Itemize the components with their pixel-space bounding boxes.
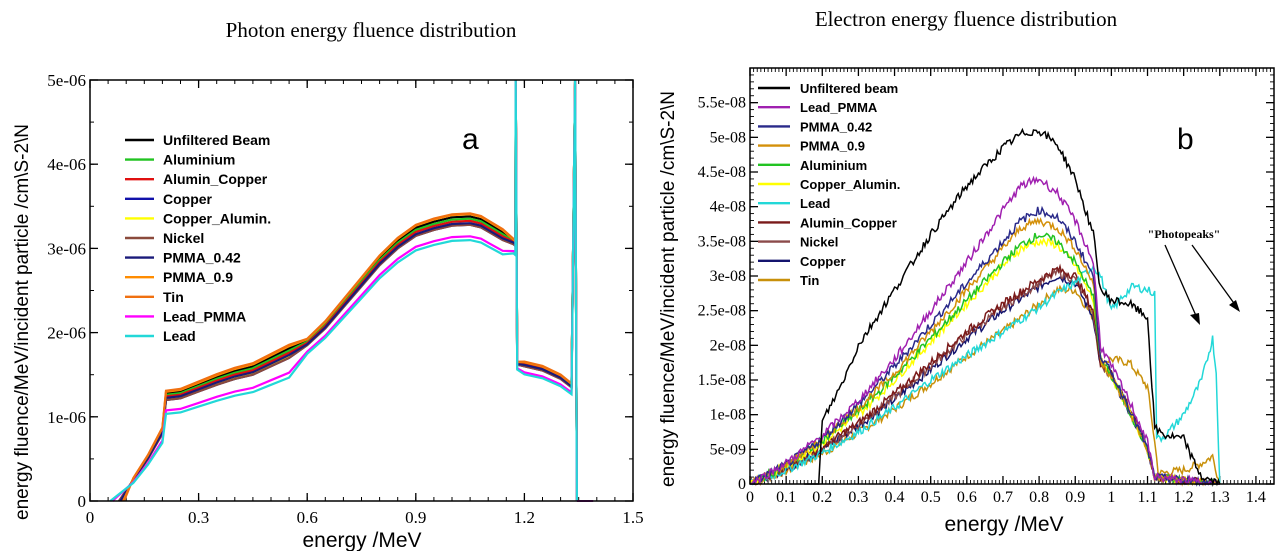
photopeaks-annotation: "Photopeaks" xyxy=(1148,227,1240,325)
legend-label: Alumin_Copper xyxy=(163,171,268,187)
x-tick-label: 1.3 xyxy=(1210,489,1230,506)
x-axis-label: energy /MeV xyxy=(302,529,421,551)
y-tick-label: 0 xyxy=(738,476,746,493)
x-tick-label: 0.9 xyxy=(1065,489,1085,506)
legend-label: Copper xyxy=(163,191,213,207)
y-tick-label: 5e-06 xyxy=(47,71,86,90)
y-tick-label: 3.5e-08 xyxy=(698,233,746,250)
x-tick-label: 1.1 xyxy=(1138,489,1158,506)
x-tick-label: 0.4 xyxy=(885,489,905,506)
legend-label: Lead xyxy=(163,328,196,344)
annotation-text: "Photopeaks" xyxy=(1148,227,1221,241)
legend-label: Nickel xyxy=(163,230,204,246)
annotation-arrow xyxy=(1192,245,1236,306)
chart-title: Photon energy fluence distribution xyxy=(226,18,517,42)
legend-label: PMMA_0.42 xyxy=(800,119,872,134)
x-tick-label: 0.9 xyxy=(405,508,426,527)
y-tick-label: 2e-08 xyxy=(710,337,746,354)
x-tick-label: 0 xyxy=(746,489,754,506)
y-tick-label: 1e-06 xyxy=(47,408,86,427)
panel-letter: a xyxy=(462,123,479,156)
y-axis-label: energy fluence/MeV/incident particle /cm… xyxy=(12,124,33,520)
legend-label: PMMA_0.9 xyxy=(163,269,233,285)
panel-letter: b xyxy=(1177,123,1194,156)
y-tick-label: 2.5e-08 xyxy=(698,303,746,320)
legend-label: Nickel xyxy=(800,235,838,250)
y-axis-label: energy fluence/MeV/incident particle /cm… xyxy=(658,91,679,487)
electron-chart: Electron energy fluence distribution ene… xyxy=(658,7,1274,536)
y-tick-label: 3e-08 xyxy=(710,268,746,285)
arrowhead xyxy=(1190,313,1200,325)
x-tick-label: 1.2 xyxy=(1174,489,1194,506)
photon-chart: Photon energy fluence distribution energ… xyxy=(12,18,644,551)
arrowhead xyxy=(1229,300,1240,312)
y-tick-label: 2e-06 xyxy=(47,324,86,343)
x-tick-label: 1.4 xyxy=(1246,489,1266,506)
y-tick-label: 1e-08 xyxy=(710,407,746,424)
legend-label: Alumin_Copper xyxy=(800,215,897,230)
y-tick-label: 5e-08 xyxy=(710,129,746,146)
legend-label: Aluminium xyxy=(163,152,235,168)
y-tick-label: 4.5e-08 xyxy=(698,164,746,181)
x-tick-label: 0.5 xyxy=(921,489,941,506)
legend-label: PMMA_0.9 xyxy=(800,139,865,154)
legend-label: PMMA_0.42 xyxy=(163,250,241,266)
legend-label: Tin xyxy=(800,273,819,288)
x-tick-label: 0.7 xyxy=(993,489,1013,506)
x-tick-label: 0.6 xyxy=(957,489,977,506)
x-tick-label: 1.2 xyxy=(514,508,535,527)
legend-label: Copper xyxy=(800,254,846,269)
annotation-arrow xyxy=(1165,245,1197,318)
chart-title: Electron energy fluence distribution xyxy=(815,7,1118,31)
x-tick-label: 0.2 xyxy=(812,489,832,506)
x-tick-label: 0.3 xyxy=(848,489,868,506)
x-tick-label: 0.1 xyxy=(776,489,796,506)
x-tick-label: 1 xyxy=(1107,489,1115,506)
y-tick-label: 5e-09 xyxy=(710,441,746,458)
legend-label: Lead xyxy=(800,196,830,211)
y-tick-label: 3e-06 xyxy=(47,239,86,258)
y-tick-label: 4e-08 xyxy=(710,199,746,216)
legend-label: Copper_Alumin. xyxy=(163,210,271,226)
legend-label: Unfiltered Beam xyxy=(163,132,270,148)
legend-label: Aluminium xyxy=(800,158,867,173)
legend-label: Unfiltered beam xyxy=(800,81,898,96)
x-tick-label: 1.5 xyxy=(622,508,643,527)
legend-label: Tin xyxy=(163,289,184,305)
legend-label: Copper_Alumin. xyxy=(800,177,900,192)
legend-label: Lead_PMMA xyxy=(163,308,246,324)
x-tick-label: 0.8 xyxy=(1029,489,1049,506)
y-tick-label: 5.5e-08 xyxy=(698,95,746,112)
x-tick-label: 0.6 xyxy=(297,508,318,527)
y-tick-label: 1.5e-08 xyxy=(698,372,746,389)
x-tick-label: 0 xyxy=(86,508,95,527)
y-tick-label: 4e-06 xyxy=(47,155,86,174)
x-tick-label: 0.3 xyxy=(188,508,209,527)
legend-label: Lead_PMMA xyxy=(800,100,878,115)
y-tick-label: 0 xyxy=(78,492,87,511)
x-axis-label: energy /MeV xyxy=(944,513,1063,536)
